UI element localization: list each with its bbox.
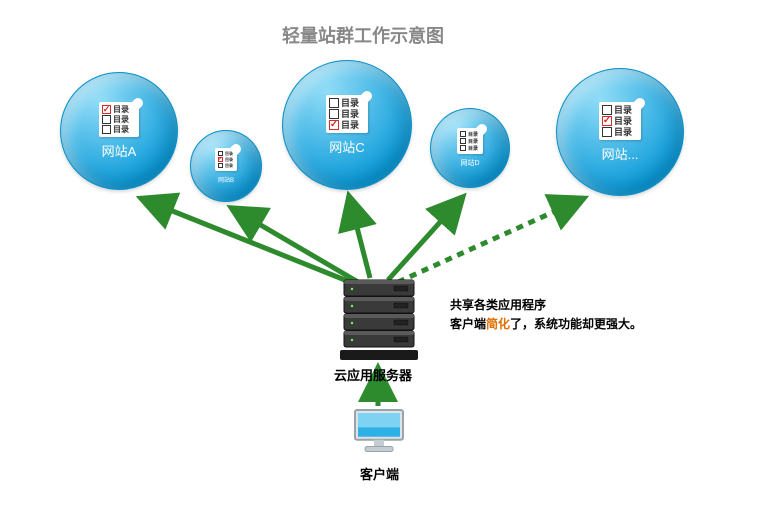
checklist-icon: 目录✓目录目录 [599, 102, 641, 140]
node-label: 网站D [460, 158, 479, 168]
client-label: 客户端 [360, 464, 399, 483]
checklist-icon: 目录目录✓目录 [326, 95, 368, 133]
description-text: 共享各类应用程序 客户端简化了，系统功能却更强大。 [450, 296, 642, 334]
website-node-c: 目录目录✓目录网站C [282, 60, 412, 190]
desc-line2: 客户端简化了，系统功能却更强大。 [450, 315, 642, 334]
checklist-icon: 目录✓目录目录 [215, 148, 237, 171]
website-node-e: 目录✓目录目录网站... [556, 68, 684, 196]
website-node-d: 目录目录目录网站D [430, 108, 510, 188]
node-label: 网站... [602, 144, 639, 163]
website-node-b: 目录✓目录目录网站B [190, 130, 262, 202]
desc-highlight: 简化 [486, 317, 510, 331]
desc-line1: 共享各类应用程序 [450, 296, 642, 315]
server-label: 云应用服务器 [334, 365, 412, 384]
node-label: 网站B [218, 175, 234, 184]
node-label: 网站C [329, 137, 364, 156]
website-node-a: ✓目录目录目录网站A [60, 72, 178, 190]
node-label: 网站A [102, 141, 137, 160]
checklist-icon: ✓目录目录目录 [99, 102, 139, 137]
checklist-icon: 目录目录目录 [457, 128, 483, 154]
diagram-title: 轻量站群工作示意图 [282, 22, 444, 48]
